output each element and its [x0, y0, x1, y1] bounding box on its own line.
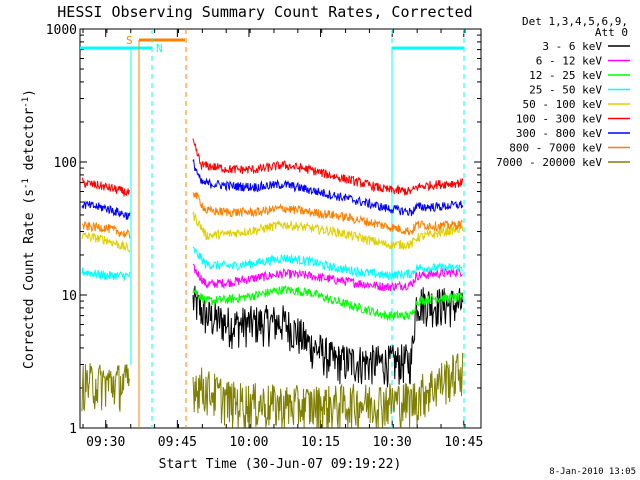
series-line: [81, 267, 131, 282]
series-4: [81, 211, 464, 254]
series-line: [192, 352, 464, 428]
legend-label: 100 - 300 keV: [516, 113, 602, 126]
legend-label: 3 - 6 keV: [542, 40, 602, 53]
series-8: [81, 352, 464, 428]
legend-label: 7000 - 20000 keV: [496, 156, 602, 169]
series-line: [192, 159, 464, 217]
plot-frame: [79, 28, 482, 429]
x-tick-label: 10:45: [444, 435, 483, 450]
series-7: [82, 191, 463, 239]
legend-label: 25 - 50 keV: [529, 84, 602, 97]
series-line: [192, 191, 463, 236]
x-tick-label: 09:45: [158, 435, 197, 450]
series-line: [192, 263, 463, 292]
series-3: [81, 246, 464, 282]
legend-label: 12 - 25 keV: [529, 69, 602, 82]
saa-label: S: [126, 34, 133, 47]
x-axis-label: Start Time (30-Jun-07 09:19:22): [159, 457, 402, 472]
y-axis: 1 10 100 1000: [46, 23, 481, 437]
y-axis-label-sup: -1: [21, 97, 31, 108]
series-line: [192, 211, 464, 251]
series-line: [192, 138, 464, 196]
observing-annotations: SN: [80, 29, 465, 428]
series-line: [81, 200, 131, 220]
y-axis-label-part: ): [22, 89, 37, 97]
night-label: N: [156, 42, 163, 55]
legend-header: Att 0: [595, 26, 628, 39]
legend-label: 50 - 100 keV: [523, 98, 603, 111]
x-tick-label: 10:30: [373, 435, 412, 450]
series-line: [192, 285, 464, 388]
series-5: [81, 138, 464, 197]
legend: Det 1,3,4,5,6,9,Att 03 - 6 keV 6 - 12 keV…: [496, 15, 630, 169]
series-0: [192, 285, 464, 388]
footer-date: 8-Jan-2010 13:05: [549, 467, 636, 477]
x-tick-label: 09:30: [86, 435, 125, 450]
y-axis-label-sup: -1: [21, 178, 31, 189]
y-tick-label: 100: [54, 156, 77, 171]
y-axis-label-part: detector: [22, 108, 37, 179]
series-1: [192, 263, 463, 292]
x-axis: 09:30 09:45 10:00 10:15 10:30 10:45: [82, 29, 483, 450]
series-2: [192, 284, 464, 321]
series-line: [192, 284, 464, 321]
legend-label: 6 - 12 keV: [536, 55, 603, 68]
series-line: [192, 246, 464, 280]
y-tick-label: 1: [69, 422, 77, 437]
series-6: [81, 159, 464, 220]
legend-header: Det 1,3,4,5,6,9,: [522, 15, 628, 28]
y-axis-label: Corrected Count Rate (s-1 detector-1): [21, 89, 37, 369]
series-line: [82, 221, 131, 239]
y-axis-label-part: Corrected Count Rate (s: [22, 189, 37, 369]
series-line: [81, 231, 131, 254]
legend-label: 800 - 7000 keV: [509, 142, 602, 155]
series-line: [81, 363, 131, 412]
y-tick-label: 10: [61, 289, 77, 304]
series-line: [81, 177, 130, 197]
y-tick-label: 1000: [46, 23, 77, 38]
x-tick-label: 10:00: [229, 435, 268, 450]
x-tick-label: 10:15: [301, 435, 340, 450]
legend-label: 300 - 800 keV: [516, 127, 602, 140]
chart-title: HESSI Observing Summary Count Rates, Cor…: [57, 3, 472, 21]
data-series: [81, 138, 464, 428]
